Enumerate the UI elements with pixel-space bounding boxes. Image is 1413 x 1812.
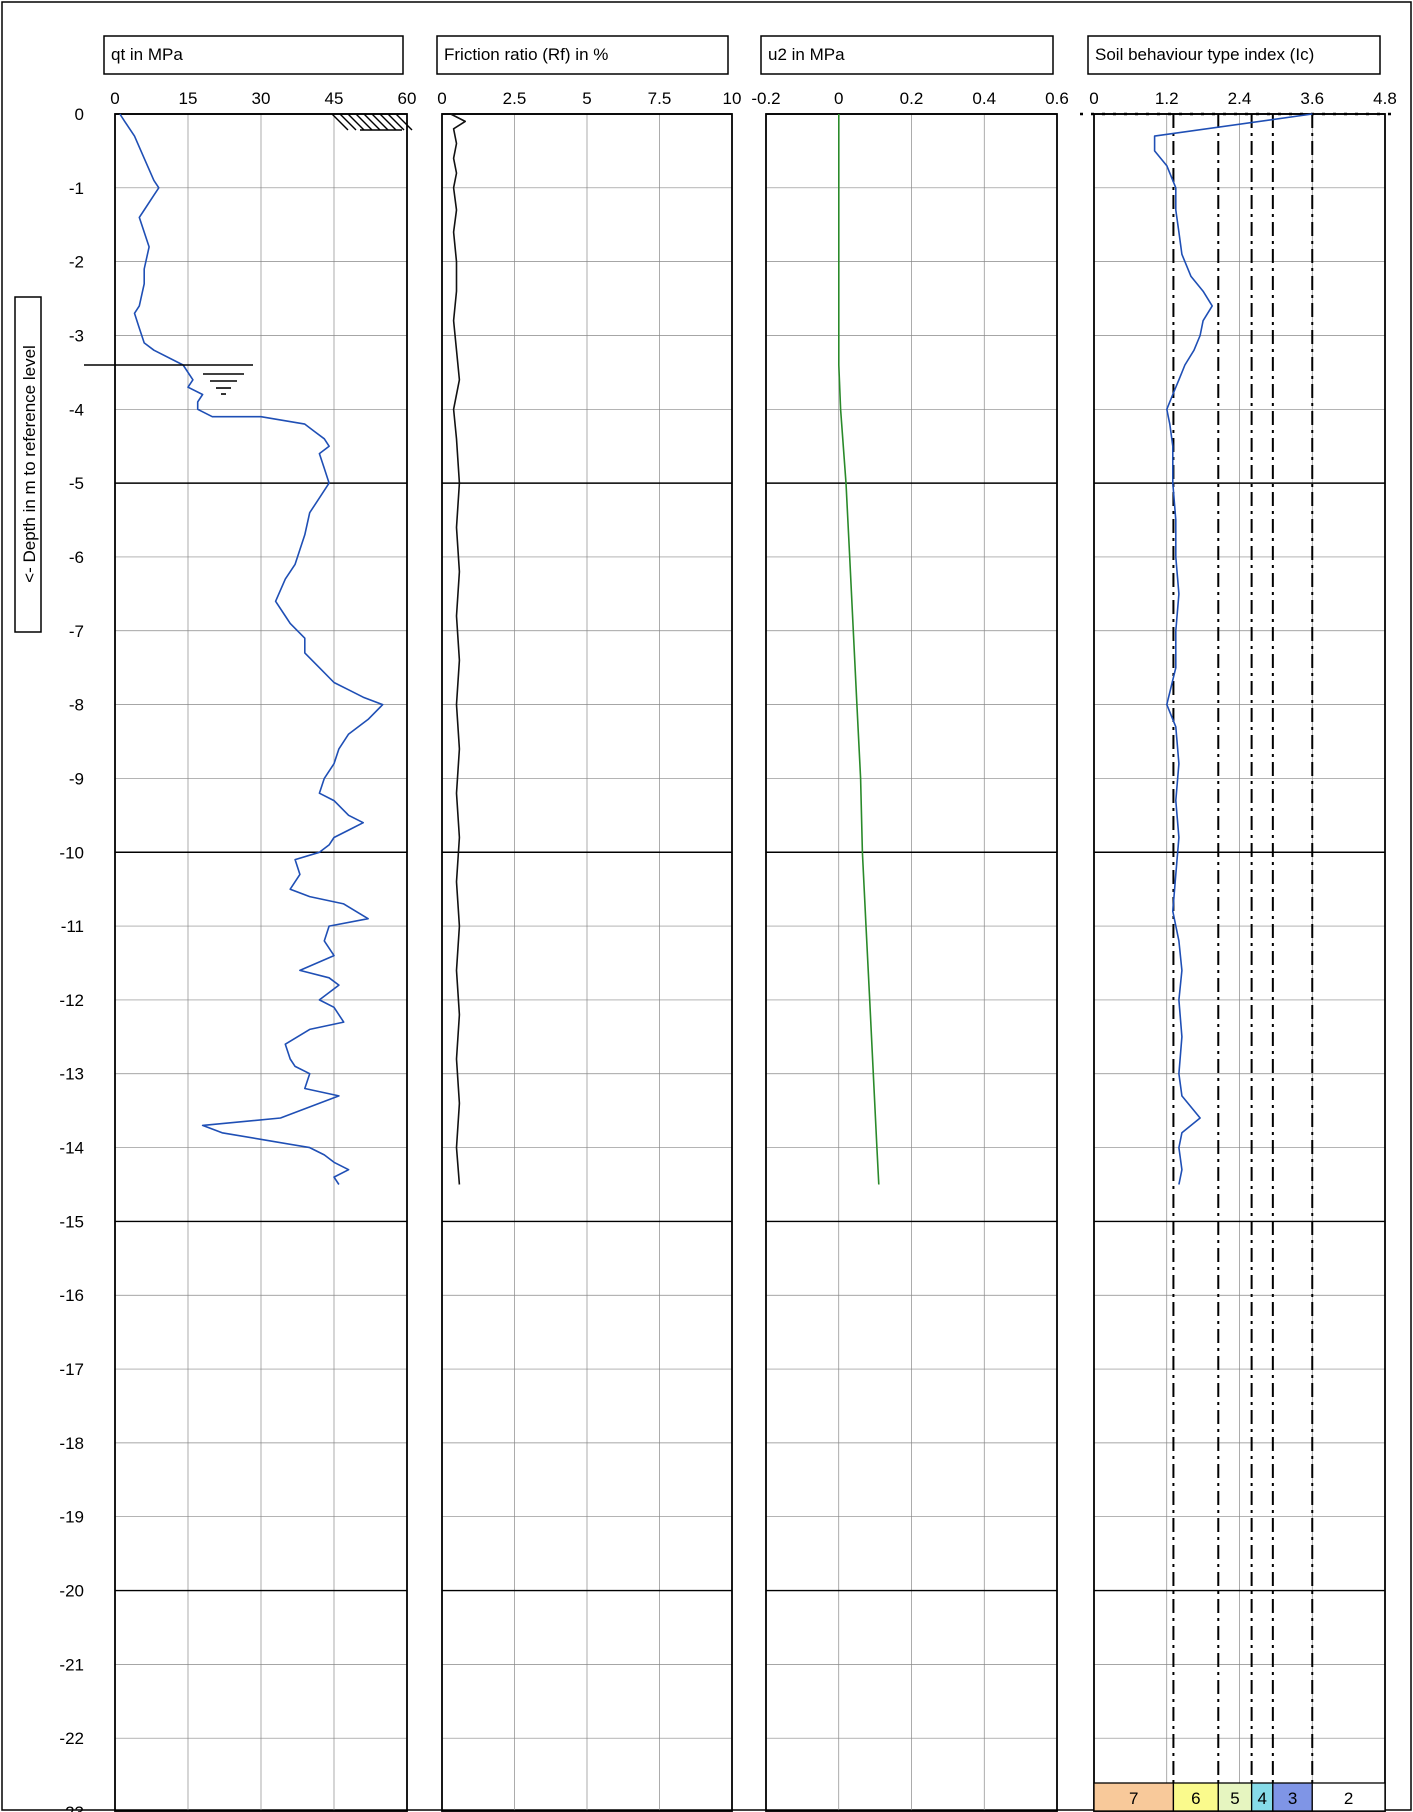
panel-title: Soil behaviour type index (Ic) <box>1095 45 1314 64</box>
panel-4: Soil behaviour type index (Ic) 0 1.2 2.4 3.6… <box>1080 35 1397 1812</box>
panel-1: qt in MPa 0 15 30 45 60 <box>84 35 417 1812</box>
y-tick-label: -9 <box>69 769 84 788</box>
zone-box <box>1311 1782 1386 1812</box>
panel-frame <box>765 113 1058 1812</box>
x-tick-label: 1.2 <box>1155 89 1179 108</box>
y-tick-label: -14 <box>59 1139 84 1158</box>
y-tick-label: -15 <box>59 1212 84 1231</box>
zone-label: 3 <box>1288 1789 1297 1808</box>
y-tick-label: -2 <box>69 253 84 272</box>
x-tick-label: 60 <box>398 89 417 108</box>
x-tick-label: 3.6 <box>1300 89 1324 108</box>
y-tick-label: -13 <box>59 1065 84 1084</box>
y-tick-label: -8 <box>69 696 84 715</box>
x-tick-label: 30 <box>252 89 271 108</box>
y-tick-label: -16 <box>59 1286 84 1305</box>
y-tick-labels: 0 -1 -2 -3 -4 -5 -6 -7 -8 -9 -10 -11 -12 -13 -14 -15 -16… <box>59 105 84 1812</box>
panel-title: u2 in MPa <box>768 45 845 64</box>
panel-title-box <box>760 35 1054 75</box>
y-tick-label: -22 <box>59 1729 84 1748</box>
x-tick-label: 0.2 <box>900 89 924 108</box>
y-axis-label-box: <- Depth in m to reference level <box>14 296 42 633</box>
hatch-marker <box>331 113 413 131</box>
series-line <box>119 113 384 1185</box>
x-tick-label: -0.2 <box>751 89 780 108</box>
panel-title-box <box>103 35 404 75</box>
x-tick-label: 0 <box>437 89 446 108</box>
y-tick-label: -21 <box>59 1655 84 1674</box>
series-line <box>450 113 467 1185</box>
water-table-icon <box>203 373 244 395</box>
zone-box <box>1272 1782 1313 1812</box>
x-tick-label: 15 <box>179 89 198 108</box>
x-tick-label: 0 <box>834 89 843 108</box>
panel-3: u2 in MPa -0.2 0 0.2 0.4 0.6 <box>751 35 1069 1812</box>
y-tick-label: -11 <box>61 917 84 936</box>
panel-2: Friction ratio (Rf) in % 0 2.5 5 7.5 10 <box>436 35 742 1812</box>
x-tick-label: 4.8 <box>1373 89 1397 108</box>
zone-label: 7 <box>1129 1789 1138 1808</box>
y-tick-label: 0 <box>75 105 84 124</box>
y-tick-label: -7 <box>69 622 84 641</box>
panel-frame <box>441 113 733 1812</box>
panel-title-box <box>1087 35 1381 75</box>
x-tick-label: 2.5 <box>503 89 527 108</box>
y-tick-label: -23 <box>59 1803 84 1812</box>
zone-box <box>1217 1782 1253 1812</box>
x-tick-label: 0 <box>1089 89 1098 108</box>
y-axis-label: <- Depth in m to reference level <box>20 345 39 583</box>
y-tick-label: -1 <box>69 179 84 198</box>
panel-title: Friction ratio (Rf) in % <box>444 45 608 64</box>
x-tick-label: 5 <box>582 89 591 108</box>
panel-frame <box>114 113 408 1812</box>
x-tick-label: 45 <box>325 89 344 108</box>
x-tick-label: 0.6 <box>1045 89 1069 108</box>
x-tick-label: 0 <box>110 89 119 108</box>
zone-label: 6 <box>1191 1789 1200 1808</box>
y-tick-label: -3 <box>69 326 84 345</box>
x-tick-label: 2.4 <box>1228 89 1252 108</box>
y-tick-label: -20 <box>59 1582 84 1601</box>
y-tick-label: -19 <box>59 1508 84 1527</box>
panel-title: qt in MPa <box>111 45 183 64</box>
y-tick-label: -10 <box>59 843 84 862</box>
zone-label: 2 <box>1344 1789 1353 1808</box>
x-tick-label: 10 <box>723 89 742 108</box>
y-tick-label: -6 <box>69 548 84 567</box>
x-tick-label: 0.4 <box>972 89 996 108</box>
zone-box <box>1093 1782 1175 1812</box>
series-line <box>1153 113 1313 1185</box>
zone-label: 5 <box>1230 1789 1239 1808</box>
series-line <box>837 114 880 1185</box>
y-tick-label: -5 <box>69 474 84 493</box>
y-tick-label: -17 <box>59 1360 84 1379</box>
x-tick-label: 7.5 <box>648 89 672 108</box>
panel-title-box <box>436 35 729 75</box>
y-tick-label: -18 <box>59 1434 84 1453</box>
zone-label: 4 <box>1258 1789 1267 1808</box>
y-tick-label: -12 <box>59 991 84 1010</box>
y-tick-label: -4 <box>69 400 84 419</box>
